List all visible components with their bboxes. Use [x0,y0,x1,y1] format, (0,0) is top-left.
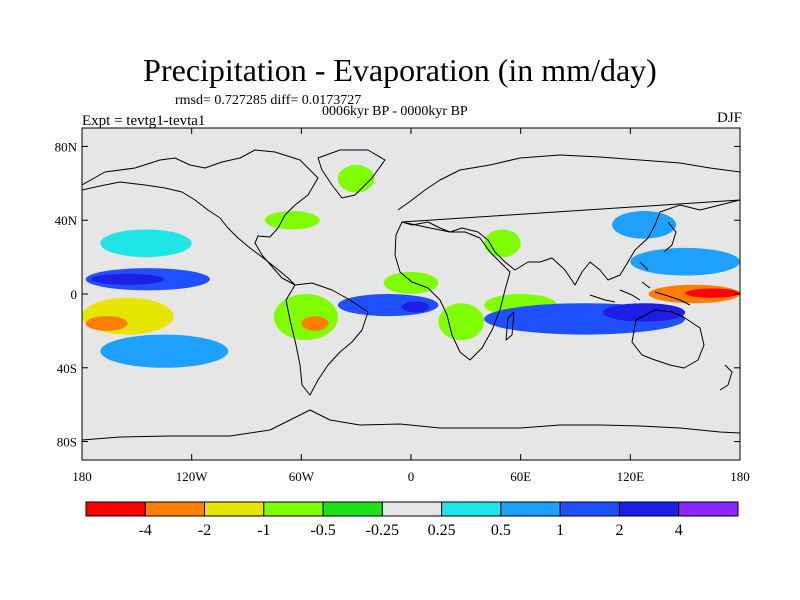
colorbar-swatch [381,501,443,517]
anomaly-region-7 [301,316,329,331]
coast-south-america [285,282,369,396]
lon-tick-label: 180 [730,469,750,484]
colorbar-swatch [441,501,502,517]
colorbar-label: -1 [257,522,270,539]
colorbar-label: 0.5 [491,522,511,539]
anomaly-region-9 [401,301,430,313]
axis-ticks: 80N 40N 0 40S 80S 180 120W 60W 0 60E 120E 180 [55,128,750,484]
lat-tick-label: 80N [55,139,78,154]
anomaly-region-20 [264,211,320,230]
anomaly-region-17 [630,247,740,276]
colorbar-swatch [144,501,206,517]
colorbar: -4 -2 -1 -0.5 -0.25 0.25 0.5 1 2 4 [85,501,739,539]
colorbar-swatch [85,501,146,517]
lon-tick-label: 180 [72,469,92,484]
lon-tick-label: 60E [510,469,531,484]
anomaly-region-10 [383,271,439,294]
coast-antarctica [82,409,740,441]
colorbar-swatch [322,501,383,517]
anomaly-region-4 [100,334,229,368]
colorbar-label: 1 [556,522,564,539]
coast-australia [631,309,705,369]
coast-maritime-continent [589,261,691,306]
season-label: DJF [716,110,742,126]
lon-tick-label: 60W [289,469,315,484]
coastlines [82,149,740,441]
anomaly-region-14 [602,303,686,322]
stats-line: rmsd= 0.727285 diff= 0.0173727 [175,93,362,108]
colorbar-swatch [618,501,680,517]
lon-tick-label: 120W [176,469,209,484]
coast-madagascar [505,311,515,341]
anomaly-region-18 [612,211,677,239]
coast-japan [663,221,677,253]
lon-tick-label: 0 [408,469,415,484]
colorbar-label: 4 [675,522,683,539]
anomaly-region-1 [85,316,128,331]
colorbar-label: 2 [615,522,623,539]
colorbar-label: -0.25 [366,522,399,539]
coast-north-america [82,149,319,286]
anomaly-region-11 [438,303,485,341]
anomaly-region-3 [91,273,165,285]
colorbar-label: -0.5 [310,522,335,539]
anomaly-field [82,164,740,368]
colorbar-swatch [678,501,739,517]
coast-greenland [317,149,386,199]
lat-tick-label: 80S [57,435,77,450]
period-line: 0006kyr BP - 0000kyr BP [322,104,468,119]
lat-tick-label: 40N [55,213,78,228]
anomaly-region-19 [337,164,375,193]
lat-tick-label: 0 [71,287,78,302]
anomaly-region-16 [685,288,740,298]
colorbar-label: 0.25 [428,522,456,539]
colorbar-label: -4 [139,522,152,539]
experiment-label: Expt = tevtg1-tevta1 [82,113,206,129]
colorbar-label: -2 [198,522,211,539]
anomaly-region-21 [484,229,521,258]
figure-title: Precipitation - Evaporation (in mm/day) [143,52,657,88]
plot-background [82,128,740,460]
colorbar-swatch [500,501,561,517]
colorbar-swatch [559,501,620,517]
colorbar-swatch [204,501,265,517]
coast-africa [394,221,511,361]
lat-tick-label: 40S [57,361,77,376]
anomaly-region-6 [273,294,338,341]
anomaly-region-5 [100,229,192,258]
coast-new-zealand [719,364,733,391]
lon-tick-label: 120E [617,469,645,484]
colorbar-swatch [263,501,324,517]
